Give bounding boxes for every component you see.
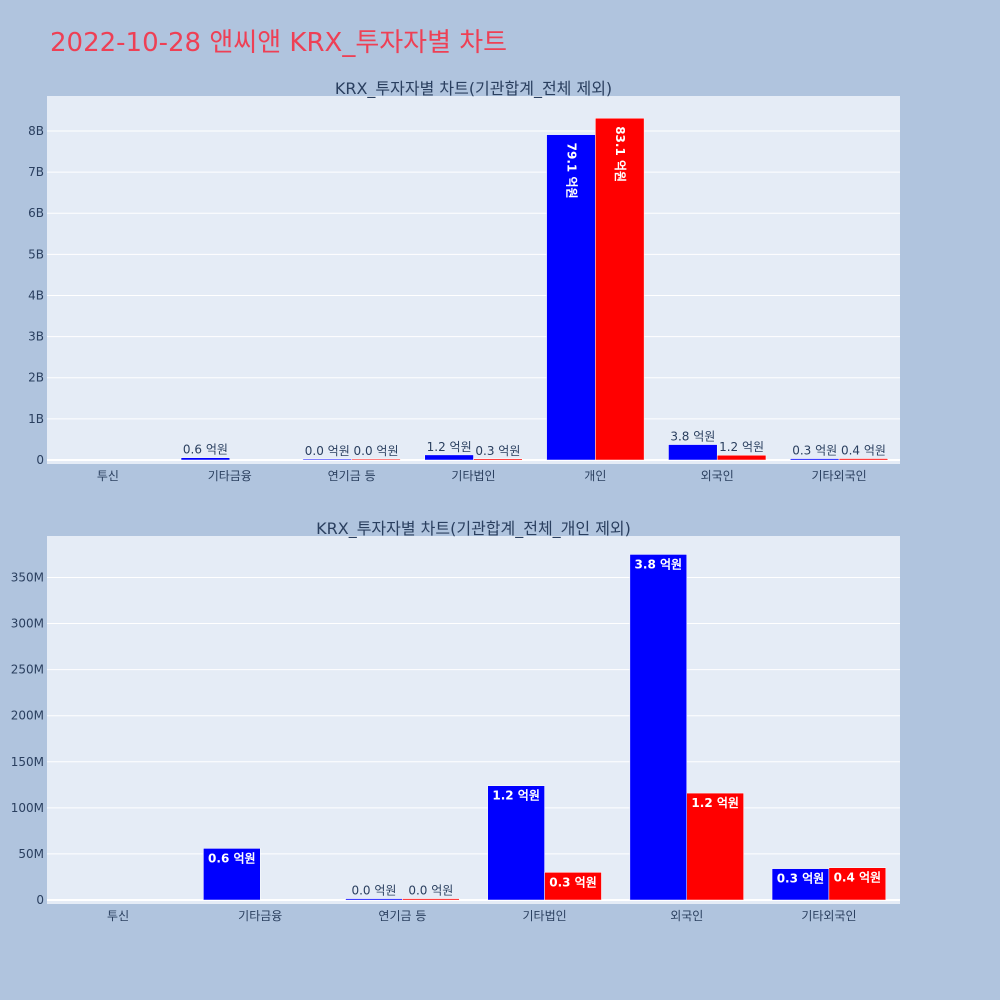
y-tick-label: 50M (18, 847, 44, 861)
bar (203, 848, 261, 901)
x-tick-label: 기타외국인 (801, 909, 856, 923)
y-tick-label: 0 (36, 453, 44, 467)
bar-label: 1.2 억원 (691, 796, 739, 810)
bar-label: 0.0 억원 (305, 444, 350, 458)
x-tick-label: 기타법인 (522, 909, 566, 923)
x-tick-label: 기타금융 (208, 469, 252, 483)
bar-label: 79.1 억원 (564, 143, 578, 199)
bar (771, 868, 830, 901)
x-tick-label: 투신 (97, 469, 119, 483)
y-tick-label: 250M (11, 663, 44, 677)
bar (716, 454, 767, 461)
y-tick-label: 7B (28, 165, 44, 179)
chart-excluding-individuals: KRX_투자자별 차트(기관합계_전체_개인 제외) 0 50M 100M 150M 20… (11, 519, 900, 923)
x-tick-label: 외국인 (670, 909, 703, 923)
bar (838, 458, 889, 461)
bar-label: 0.3 억원 (777, 872, 825, 886)
bar (473, 458, 523, 461)
x-tick-label: 연기금 등 (378, 909, 426, 923)
y-tick-label: 6B (28, 206, 44, 220)
bar (544, 872, 602, 901)
y-tick-label: 300M (11, 617, 44, 631)
y-tick-label: 2B (28, 371, 44, 385)
bar (686, 792, 744, 901)
bar-label: 0.0 억원 (408, 884, 453, 898)
plot-area (47, 536, 900, 904)
bar (402, 898, 460, 901)
bar (629, 554, 688, 901)
bar (828, 867, 887, 901)
bar (487, 785, 545, 901)
bar (302, 458, 352, 461)
y-tick-label: 0 (36, 893, 44, 907)
y-tick-label: 150M (11, 755, 44, 769)
bar-label: 3.8 억원 (670, 430, 715, 444)
chart-title: KRX_투자자별 차트(기관합계_전체 제외) (335, 79, 612, 99)
bar-label: 0.3 억원 (475, 444, 520, 458)
bar-label: 0.0 억원 (351, 884, 396, 898)
bar-label: 0.4 억원 (841, 444, 886, 458)
y-tick-label: 200M (11, 709, 44, 723)
bar (180, 457, 231, 461)
bar-label: 1.2 억원 (719, 440, 764, 454)
bar-label: 1.2 억원 (492, 789, 540, 803)
bar-label: 83.1 억원 (613, 126, 627, 182)
bar-label: 0.6 억원 (183, 443, 228, 457)
bar-label: 0.6 억원 (208, 851, 256, 865)
y-tick-label: 350M (11, 570, 44, 584)
x-tick-label: 기타외국인 (811, 469, 866, 483)
x-tick-label: 투신 (107, 909, 129, 923)
x-tick-label: 기타법인 (451, 469, 495, 483)
y-tick-label: 8B (28, 124, 44, 138)
x-tick-label: 연기금 등 (328, 469, 376, 483)
plot-area (47, 96, 900, 464)
y-tick-label: 100M (11, 801, 44, 815)
y-tick-label: 4B (28, 288, 44, 302)
bar (424, 454, 474, 461)
x-tick-label: 기타금융 (238, 909, 282, 923)
x-tick-label: 개인 (584, 469, 606, 483)
bar-label: 0.4 억원 (834, 871, 882, 885)
bar-label: 0.3 억원 (792, 444, 837, 458)
bar-label: 0.0 억원 (354, 444, 399, 458)
y-tick-label: 3B (28, 330, 44, 344)
bar-label: 3.8 억원 (635, 557, 683, 571)
bar (345, 898, 403, 901)
bar (595, 117, 645, 461)
x-tick-label: 외국인 (701, 469, 734, 483)
page-title: 2022-10-28 앤씨앤 KRX_투자자별 차트 (50, 28, 508, 58)
y-tick-label: 5B (28, 247, 44, 261)
bar (351, 458, 401, 461)
y-tick-label: 1B (28, 412, 44, 426)
bar-label: 1.2 억원 (427, 440, 472, 454)
chart-all-investors: KRX_투자자별 차트(기관합계_전체 제외) 0 1B 2B 3B 4B 5B 6B 7B 8B… (28, 79, 900, 483)
bar-label: 0.3 억원 (549, 875, 597, 889)
bar (668, 444, 718, 461)
bar (790, 458, 840, 461)
chart-title: KRX_투자자별 차트(기관합계_전체_개인 제외) (316, 519, 631, 539)
